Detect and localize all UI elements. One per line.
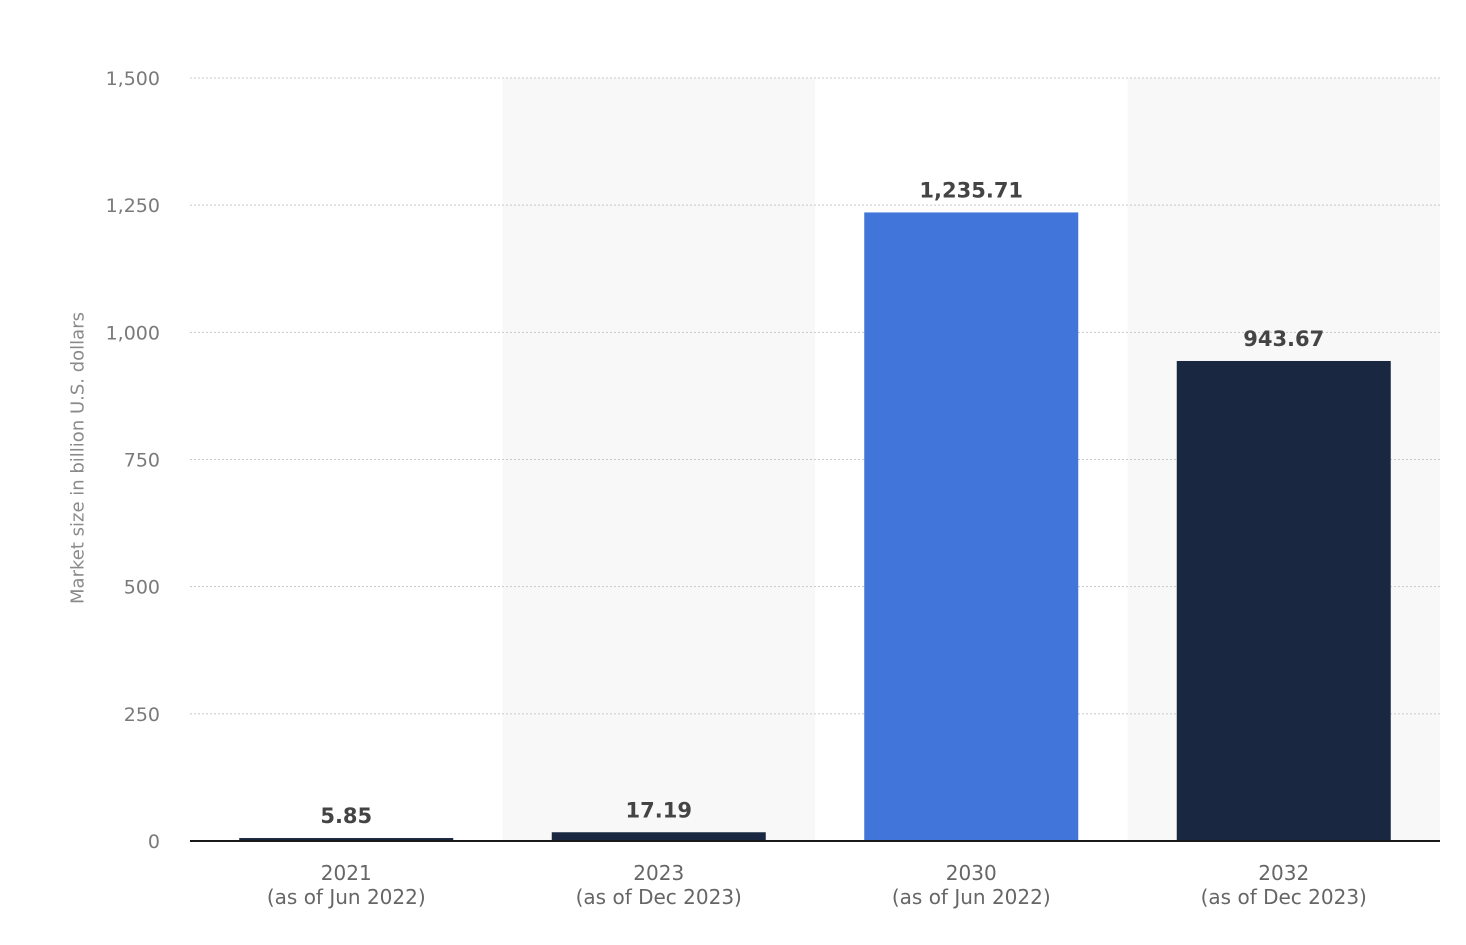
- data-label: 943.67: [1243, 327, 1324, 351]
- y-axis-ticks: 0 250 500 750 1,000 1,250 1,500: [106, 68, 160, 853]
- bar[interactable]: [551, 832, 766, 841]
- y-tick-label: 500: [124, 577, 160, 599]
- y-tick-label: 1,250: [106, 195, 160, 217]
- x-tick-sublabel: (as of Jun 2022): [892, 885, 1051, 909]
- y-tick-label: 750: [124, 450, 160, 472]
- y-tick-label: 250: [124, 704, 160, 726]
- x-axis-ticks: 2021(as of Jun 2022)2023(as of Dec 2023)…: [267, 861, 1367, 909]
- x-tick-label: 2030: [946, 861, 997, 885]
- y-tick-label: 1,500: [106, 68, 160, 90]
- y-tick-label: 0: [148, 831, 160, 853]
- bars: [239, 212, 1391, 841]
- x-tick-label: 2023: [633, 861, 684, 885]
- x-tick-sublabel: (as of Dec 2023): [576, 885, 742, 909]
- bar[interactable]: [864, 212, 1079, 841]
- x-tick-sublabel: (as of Dec 2023): [1201, 885, 1367, 909]
- x-tick-label: 2021: [321, 861, 372, 885]
- data-label: 5.85: [320, 804, 372, 828]
- y-tick-label: 1,000: [106, 322, 160, 344]
- x-tick-sublabel: (as of Jun 2022): [267, 885, 426, 909]
- data-labels: 5.85 17.19 1,235.71 943.67: [320, 178, 1324, 828]
- data-label: 17.19: [626, 798, 692, 822]
- y-axis-title: Market size in billion U.S. dollars: [67, 312, 89, 604]
- x-tick-label: 2032: [1258, 861, 1309, 885]
- bar[interactable]: [239, 838, 454, 841]
- bar[interactable]: [1176, 360, 1391, 841]
- data-label: 1,235.71: [919, 178, 1023, 202]
